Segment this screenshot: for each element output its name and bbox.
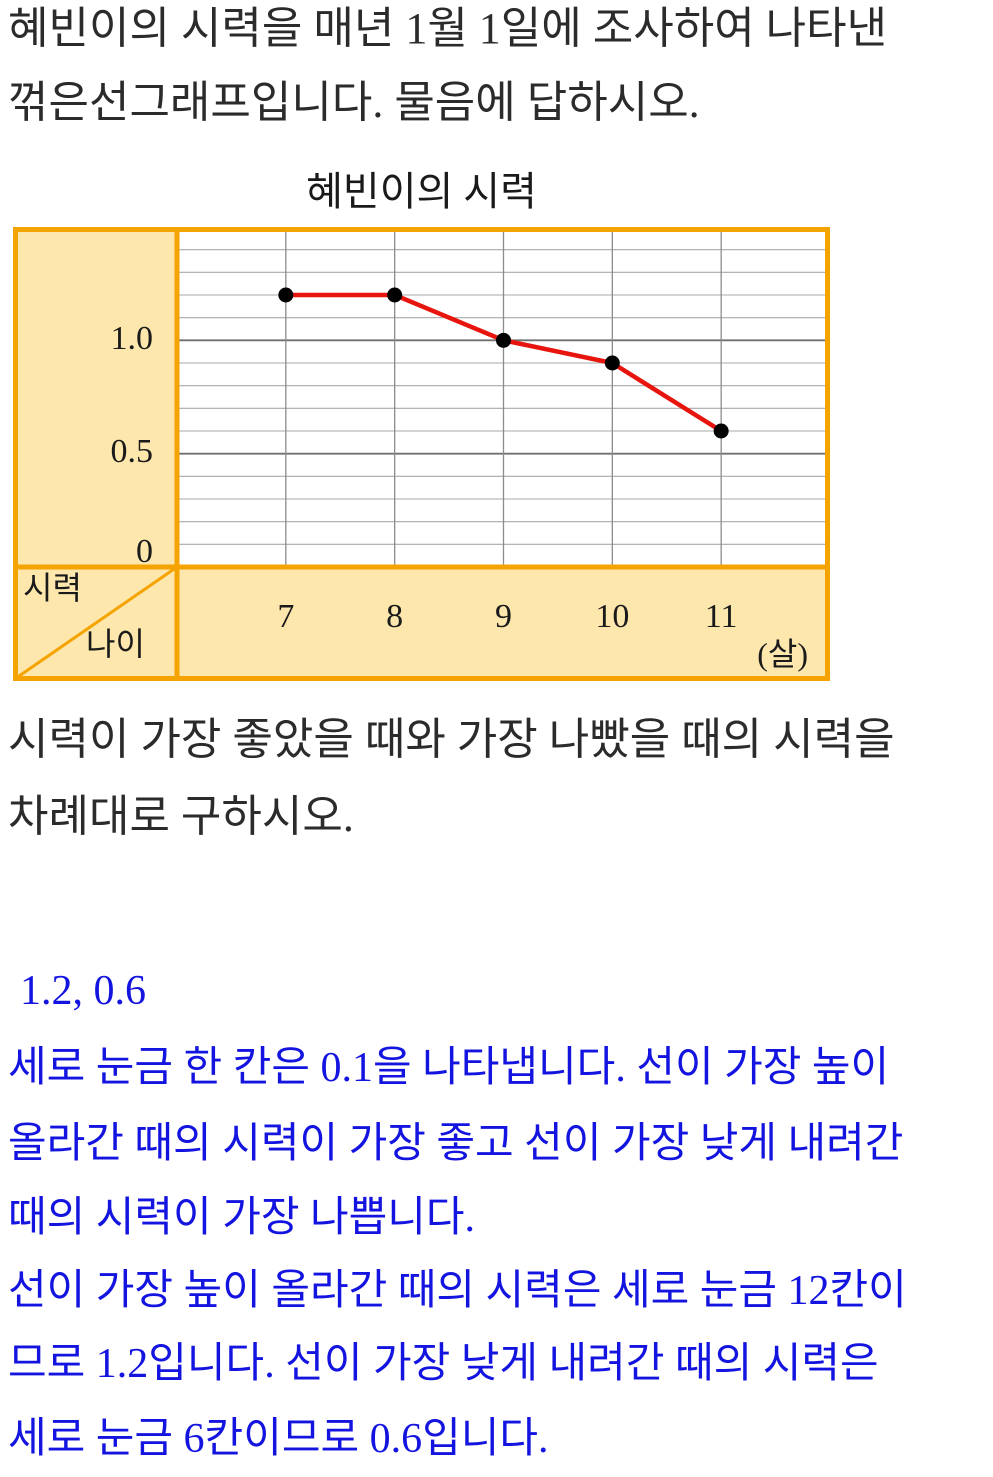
svg-text:1.0: 1.0 <box>111 320 154 357</box>
svg-text:11: 11 <box>705 598 738 635</box>
svg-text:9: 9 <box>495 598 512 635</box>
svg-text:시력: 시력 <box>23 570 82 606</box>
svg-text:(살): (살) <box>757 636 808 672</box>
svg-text:10: 10 <box>595 598 629 635</box>
svg-text:나이: 나이 <box>86 626 145 662</box>
svg-text:0: 0 <box>136 533 153 570</box>
svg-text:8: 8 <box>386 598 403 635</box>
svg-text:0.5: 0.5 <box>111 433 154 470</box>
svg-text:7: 7 <box>277 598 294 635</box>
